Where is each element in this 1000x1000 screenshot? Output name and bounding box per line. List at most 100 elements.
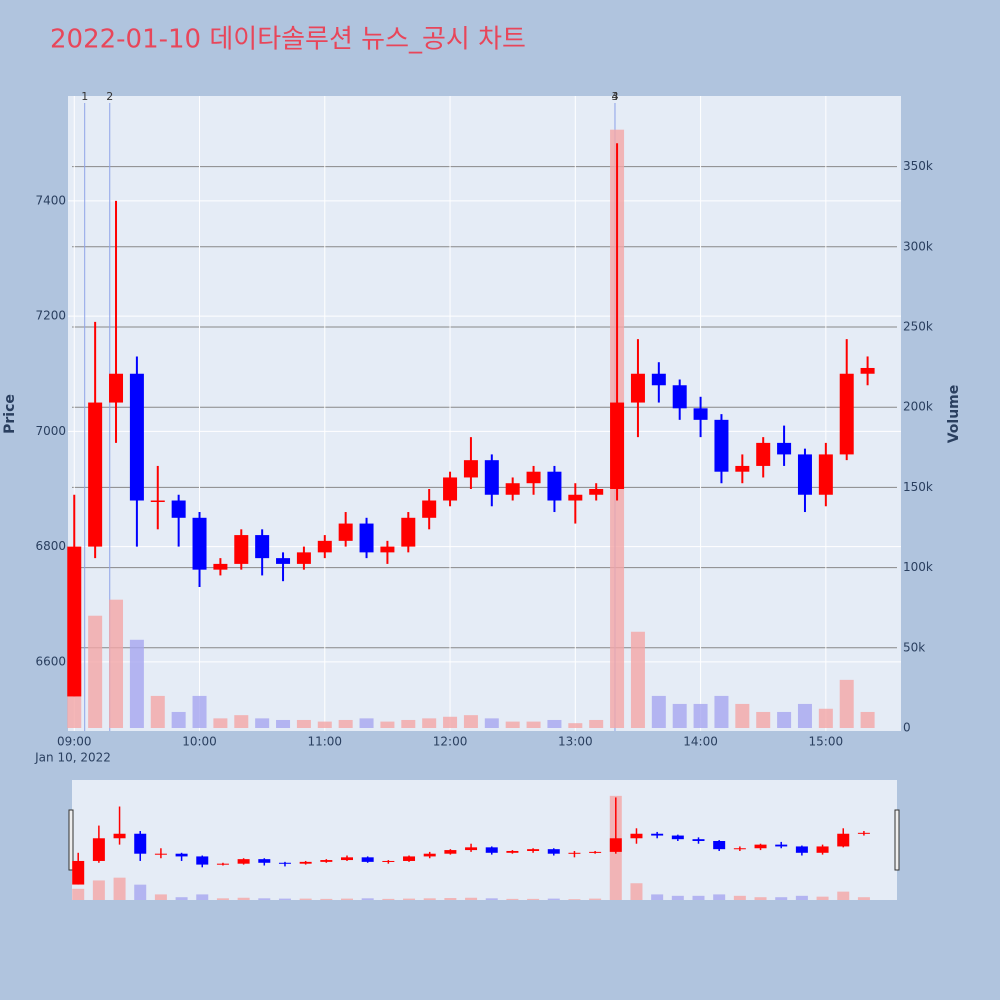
slider-candle-body (651, 833, 664, 836)
candle-body (150, 500, 165, 503)
volume-bar (526, 721, 541, 728)
volume-bar (422, 718, 437, 728)
volume-bar (192, 695, 207, 728)
slider-candle-body (795, 846, 808, 853)
y-tick-label: 7400 (35, 193, 66, 207)
volume-bar (88, 615, 103, 728)
slider-candle-body (444, 850, 457, 854)
slider-candle-body (713, 840, 726, 850)
slider-candle-body (857, 832, 870, 834)
slider-candle-body (361, 857, 374, 862)
candle-body (526, 471, 541, 484)
candle-body (129, 373, 144, 501)
slider-candle-body (547, 849, 560, 854)
volume-bar (276, 719, 291, 728)
x-tick-label: 10:00 (182, 735, 217, 749)
candle-body (714, 419, 729, 472)
candle-body (401, 517, 416, 547)
y2-tick-label: 150k (903, 480, 933, 494)
slider-candle-body (609, 838, 622, 852)
candle-body (484, 460, 499, 495)
slider-volume-bar (196, 894, 209, 900)
volume-bar (818, 708, 833, 728)
candle-body (610, 402, 625, 489)
slider-candle-body (196, 856, 209, 865)
slider-candle-body (320, 860, 333, 862)
volume-bar (735, 703, 750, 728)
slider-volume-bar (547, 898, 560, 900)
slider-volume-bar (113, 877, 126, 900)
volume-bar (484, 718, 499, 728)
x-tick-label: 15:00 (809, 735, 844, 749)
candle-body (547, 471, 562, 501)
candle-body (568, 494, 583, 501)
candle-body (317, 540, 332, 553)
candle-body (380, 546, 395, 553)
slider-candle-body (175, 853, 188, 857)
candle-body (255, 535, 270, 559)
slider-candle-body (527, 849, 540, 851)
slider-candle-body (816, 846, 829, 853)
candle-body (630, 373, 645, 403)
volume-bar (109, 599, 124, 728)
candle-body (693, 408, 708, 420)
candle-body (443, 477, 458, 501)
slider-candle-body (465, 847, 478, 851)
slider-volume-bar (795, 895, 808, 900)
slider-volume-bar (278, 898, 291, 900)
volume-bar (505, 721, 520, 728)
candle-body (839, 373, 854, 455)
slider-volume-bar (92, 880, 105, 900)
volume-bar (171, 711, 186, 728)
range-slider[interactable] (72, 780, 897, 900)
slider-candle-body (568, 852, 581, 854)
slider-candle-body (485, 847, 498, 853)
x-tick-label: 14:00 (683, 735, 718, 749)
volume-bar (443, 716, 458, 728)
candle-body (276, 558, 291, 564)
slider-volume-bar (361, 898, 374, 900)
slider-candle-body (134, 833, 147, 854)
slider-volume-bar (713, 894, 726, 900)
volume-bar (380, 721, 395, 728)
slider-candle-body (92, 838, 105, 861)
candle-body (651, 373, 666, 386)
slider-candle-body (630, 833, 643, 839)
volume-bar (234, 715, 249, 728)
volume-bar (693, 703, 708, 728)
y2-axis-title: Volume (946, 385, 962, 444)
volume-bar (860, 711, 875, 728)
slider-volume-bar (671, 895, 684, 900)
slider-handle[interactable] (894, 809, 900, 871)
candle-body (88, 402, 103, 547)
candle-body (422, 500, 437, 518)
candle-body (505, 483, 520, 495)
volume-bar (317, 721, 332, 728)
x-date-label: Jan 10, 2022 (34, 751, 111, 765)
slider-volume-bar (299, 898, 312, 900)
slider-handle[interactable] (68, 809, 74, 871)
slider-volume-bar (589, 898, 602, 900)
y2-tick-label: 250k (903, 319, 933, 333)
slider-volume-bar (527, 898, 540, 900)
slider-volume-bar (403, 898, 416, 900)
slider-volume-bar (216, 898, 229, 900)
candle-body (192, 517, 207, 570)
slider-candle-body (423, 853, 436, 857)
y-tick-label: 6600 (35, 654, 66, 668)
slider-candle-body (754, 844, 767, 849)
volume-bar (359, 718, 374, 728)
slider-volume-bar (320, 898, 333, 900)
slider-volume-bar (134, 884, 147, 900)
candle-body (109, 373, 124, 403)
volume-bar (672, 703, 687, 728)
slider-volume-bar (816, 896, 829, 900)
slider-volume-bar (341, 898, 353, 900)
plot-area (68, 96, 901, 731)
candle-body (213, 563, 228, 570)
volume-bar (777, 711, 792, 728)
volume-bar (296, 719, 311, 728)
volume-bar (797, 703, 812, 728)
y2-tick-label: 0 (903, 721, 911, 735)
candle-body (756, 442, 771, 466)
